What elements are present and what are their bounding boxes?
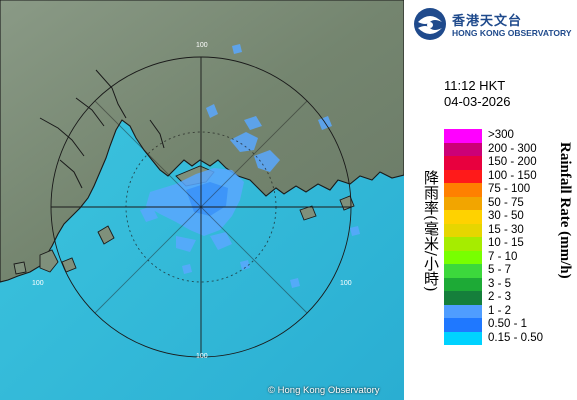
legend-swatch [444, 183, 482, 197]
pearl-river-channels [39, 69, 165, 189]
legend-label: >300 [488, 129, 514, 141]
legend-label: 50 - 75 [488, 196, 524, 209]
ring-label-west: 100 [32, 280, 44, 287]
legend-swatch [444, 210, 482, 224]
range-ring-labels: 100 100 100 100 [32, 42, 352, 360]
legend-swatch [444, 250, 482, 264]
rain-echoes [140, 44, 360, 288]
legend-label: 5 - 7 [488, 264, 512, 276]
legend-swatch [444, 129, 482, 143]
legend-swatch [444, 277, 482, 291]
radar-map-canvas: 100 100 100 100 [0, 0, 404, 400]
hko-logo-icon [414, 8, 446, 40]
legend-label: 3 - 5 [488, 277, 512, 290]
radar-map: 100 100 100 100 © Hong Kong Observatory [0, 0, 404, 400]
legend-swatch [444, 237, 482, 251]
org-name-chinese: 香港天文台 [452, 14, 523, 29]
legend-label: 1 - 2 [488, 304, 512, 317]
range-rings [50, 56, 352, 358]
legend-swatch [444, 331, 482, 345]
legend-swatch [444, 223, 482, 237]
legend-swatch [444, 318, 482, 332]
legend-label: 100 - 150 [488, 169, 537, 182]
legend-label: 0.15 - 0.50 [488, 331, 543, 344]
legend-swatch [444, 156, 482, 170]
legend-swatch [444, 196, 482, 210]
radar-date: 04-03-2026 [444, 94, 511, 109]
copyright-text: © Hong Kong Observatory [268, 385, 380, 396]
legend-swatch [444, 142, 482, 156]
legend-label: 75 - 100 [488, 183, 531, 195]
legend-label: 15 - 30 [488, 223, 524, 236]
ring-label-east: 100 [340, 280, 352, 287]
legend-title-english: Rainfall Rate (mm/h) [557, 142, 573, 279]
legend-label: 30 - 50 [488, 210, 524, 222]
legend-title-chinese: 降雨率(毫米/小時) [422, 170, 440, 292]
land-area [0, 0, 404, 283]
ring-label-north: 100 [196, 42, 208, 49]
legend-label: 150 - 200 [488, 156, 537, 168]
legend-swatch [444, 291, 482, 305]
info-panel: 香港天文台 HONG KONG OBSERVATORY 11:12 HKT 04… [404, 0, 577, 400]
org-name-english: HONG KONG OBSERVATORY [452, 28, 572, 38]
legend-label: 2 - 3 [488, 291, 512, 303]
legend-swatch [444, 169, 482, 183]
legend-label: 0.50 - 1 [488, 318, 527, 330]
hko-logo: 香港天文台 HONG KONG OBSERVATORY [412, 6, 577, 42]
ring-label-south: 100 [196, 353, 208, 360]
legend-swatch [444, 264, 482, 278]
radar-time: 11:12 HKT [444, 78, 506, 93]
legend-label: 7 - 10 [488, 250, 518, 263]
legend-swatch [444, 304, 482, 318]
legend-label: 200 - 300 [488, 142, 537, 155]
legend-label: 10 - 15 [488, 237, 524, 249]
